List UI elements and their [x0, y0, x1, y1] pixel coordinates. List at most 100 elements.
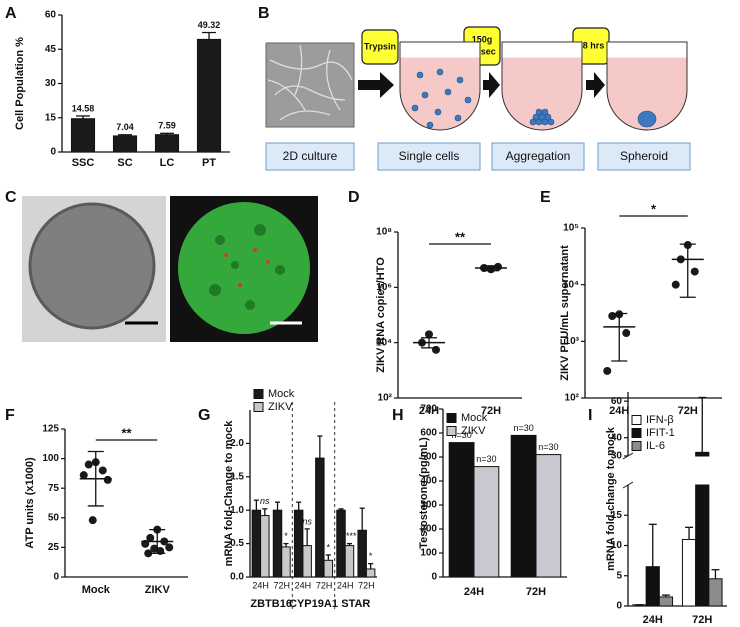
- significance: *: [651, 201, 657, 216]
- y-tick-label: 500: [420, 452, 437, 463]
- x-tick-label: LC: [160, 157, 175, 169]
- y-tick-label: 10²: [565, 393, 580, 404]
- legend-label: ZIKV: [268, 401, 293, 413]
- x-tick-label: 24H: [609, 405, 629, 417]
- panel-letter: I: [588, 407, 592, 424]
- y-tick-label: 10³: [565, 336, 580, 347]
- legend-label: Mock: [461, 412, 488, 424]
- bar: [323, 559, 334, 578]
- culture-photo: [265, 42, 355, 128]
- bar: [695, 484, 710, 607]
- dot: [144, 549, 153, 558]
- bar: [473, 466, 500, 578]
- dot: [622, 329, 631, 338]
- bar: [344, 545, 355, 578]
- y-tick-label: 0: [50, 147, 56, 158]
- annotation: ****: [342, 531, 357, 541]
- value-label: 7.04: [116, 122, 134, 132]
- label-boxes: [265, 142, 691, 171]
- infected-cells: [224, 248, 270, 287]
- y-axis-label: ATP units (x1000): [24, 457, 36, 549]
- dot: [88, 516, 97, 525]
- bar: [681, 538, 697, 607]
- x-tick-label: Mock: [82, 584, 111, 596]
- step-label: Trypsin: [364, 41, 396, 51]
- dot: [690, 267, 699, 276]
- panel-letter: H: [392, 407, 404, 424]
- panel-letter: G: [198, 407, 210, 424]
- y-tick-label: 15: [45, 112, 57, 123]
- y-tick-label: 10⁴: [376, 337, 392, 348]
- y-tick-label: 600: [420, 428, 437, 439]
- images: C: [5, 189, 318, 342]
- panel-letter: B: [258, 5, 270, 22]
- bar: [708, 578, 723, 607]
- y-tick-label: 1.5: [230, 471, 244, 482]
- bar: [365, 568, 376, 578]
- annotation: ns: [302, 516, 312, 526]
- spheroid: [178, 202, 310, 334]
- dot: [432, 345, 440, 354]
- y-tick-label: 10⁸: [376, 227, 392, 238]
- dot: [146, 533, 155, 542]
- dot: [425, 330, 433, 339]
- legend-label: IL-6: [646, 440, 665, 452]
- bar: [281, 546, 291, 578]
- annotation: n=30: [538, 442, 558, 452]
- y-tick-label: 1.0: [230, 505, 244, 516]
- bar: [336, 509, 346, 578]
- x-tick-label: 72H: [316, 580, 333, 590]
- bar: [302, 545, 312, 578]
- y-tick-label: 2.0: [230, 438, 244, 449]
- x-tick-label: 24H: [337, 580, 354, 590]
- y-tick-label: 100: [420, 548, 437, 559]
- x-tick-label: ZIKV: [145, 584, 171, 596]
- y-tick-label: 300: [420, 500, 437, 511]
- cell-strands: [267, 44, 353, 121]
- y-tick-label: 0: [53, 572, 59, 583]
- bar: [196, 38, 222, 153]
- cell-texture: [209, 224, 285, 310]
- y-tick-label: 50: [48, 512, 60, 523]
- annotation: n=30: [476, 454, 496, 464]
- y-tick-label: 0: [431, 572, 437, 583]
- step-label: 48 hrs: [578, 40, 605, 50]
- annotation: *: [369, 551, 373, 561]
- legend-label: IFN-β: [646, 414, 674, 426]
- legend-swatch: [631, 415, 642, 425]
- y-axis-label: Testosterone (pg/mL): [418, 437, 430, 549]
- panel-letter: C: [5, 189, 17, 206]
- bar: [112, 135, 138, 153]
- dot: [103, 475, 112, 484]
- x-tick-label: 24H: [252, 580, 269, 590]
- legend-swatch: [253, 402, 264, 412]
- legend-swatch: [446, 413, 457, 423]
- value-label: 14.58: [72, 103, 95, 113]
- y-tick-label: 10: [611, 540, 623, 551]
- value-label: 49.32: [198, 20, 221, 30]
- bar: [251, 509, 262, 578]
- y-axis-label: ZIKV PFU/mL supernatant: [559, 245, 571, 381]
- legend-swatch: [631, 428, 642, 438]
- y-axis-label: ZIKV RNA copies/HTO: [375, 257, 387, 373]
- dot: [494, 262, 502, 271]
- legend-swatch: [253, 389, 264, 399]
- y-tick-label: 25: [48, 542, 60, 553]
- x-tick-label: 24H: [295, 580, 312, 590]
- dot: [150, 544, 159, 553]
- panel-letter: F: [5, 407, 15, 424]
- arrows: [358, 72, 605, 98]
- annotation: *: [284, 531, 288, 541]
- y-tick-label: 60: [45, 10, 57, 21]
- y-tick-label: 10⁶: [376, 282, 392, 293]
- y-tick-label: 0.0: [230, 572, 244, 583]
- legend-label: IFIT-1: [646, 427, 675, 439]
- y-tick-label: 700: [420, 404, 437, 415]
- y-axis-label: mRNA fold-Change to mock: [223, 420, 235, 567]
- dot: [84, 460, 93, 469]
- bar: [658, 596, 674, 607]
- legend-label: ZIKV: [461, 425, 486, 437]
- x-tick-label: 72H: [692, 614, 712, 626]
- significance: **: [121, 425, 132, 440]
- annotation: n=30: [451, 430, 471, 440]
